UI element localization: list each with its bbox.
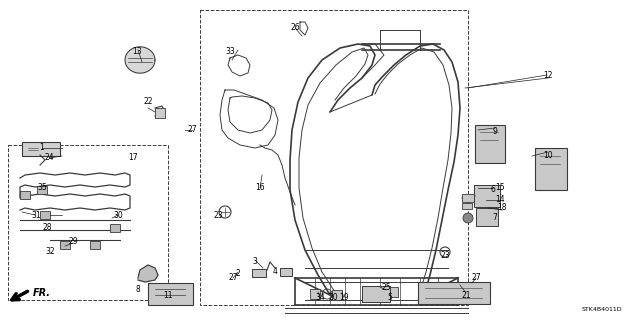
Text: 7: 7 bbox=[493, 213, 497, 222]
Bar bbox=[20, 191, 30, 199]
Bar bbox=[155, 108, 165, 118]
Text: 9: 9 bbox=[493, 127, 497, 137]
Bar bbox=[200, 10, 468, 305]
Bar bbox=[362, 286, 390, 302]
Text: FR.: FR. bbox=[33, 288, 51, 298]
Text: 24: 24 bbox=[44, 154, 54, 163]
Bar bbox=[148, 283, 193, 305]
Text: 5: 5 bbox=[388, 293, 392, 302]
Text: 31: 31 bbox=[31, 211, 41, 220]
Text: 2: 2 bbox=[236, 269, 241, 278]
Text: 6: 6 bbox=[491, 186, 495, 195]
Text: 26: 26 bbox=[290, 23, 300, 33]
Bar bbox=[462, 194, 474, 202]
Text: 27: 27 bbox=[187, 125, 197, 134]
Bar bbox=[110, 224, 120, 232]
Text: 3: 3 bbox=[253, 258, 257, 267]
Bar bbox=[8, 145, 168, 300]
Text: 29: 29 bbox=[68, 237, 78, 246]
Bar bbox=[332, 290, 342, 300]
Text: 35: 35 bbox=[37, 183, 47, 193]
Bar bbox=[390, 287, 398, 297]
Text: 28: 28 bbox=[42, 223, 52, 233]
Bar bbox=[474, 185, 500, 207]
Text: 30: 30 bbox=[113, 211, 123, 220]
Text: 19: 19 bbox=[339, 293, 349, 302]
Bar bbox=[310, 289, 320, 299]
Text: 21: 21 bbox=[461, 291, 471, 300]
Text: 13: 13 bbox=[132, 47, 142, 57]
Text: 25: 25 bbox=[381, 284, 391, 292]
Bar bbox=[90, 241, 100, 249]
Text: 32: 32 bbox=[45, 247, 55, 257]
Bar bbox=[252, 269, 266, 277]
Bar bbox=[476, 208, 498, 226]
Text: 27: 27 bbox=[471, 274, 481, 283]
Text: 23: 23 bbox=[213, 211, 223, 220]
Text: 15: 15 bbox=[495, 183, 505, 193]
Bar bbox=[418, 282, 490, 304]
Text: 10: 10 bbox=[543, 150, 553, 159]
Text: 11: 11 bbox=[163, 291, 173, 300]
Bar bbox=[462, 203, 472, 209]
Bar bbox=[22, 142, 60, 156]
Text: STK4B4011D: STK4B4011D bbox=[581, 307, 622, 312]
Text: 22: 22 bbox=[143, 98, 153, 107]
Polygon shape bbox=[138, 265, 158, 282]
Text: 20: 20 bbox=[328, 293, 338, 302]
Bar bbox=[60, 241, 70, 249]
Text: 8: 8 bbox=[136, 285, 140, 294]
Text: 1: 1 bbox=[40, 143, 44, 153]
Bar bbox=[535, 148, 567, 190]
Bar bbox=[37, 186, 47, 194]
Text: 16: 16 bbox=[255, 183, 265, 193]
Bar bbox=[40, 211, 50, 219]
Circle shape bbox=[463, 213, 473, 223]
Bar bbox=[475, 125, 505, 163]
Text: 33: 33 bbox=[225, 47, 235, 57]
Text: 17: 17 bbox=[128, 154, 138, 163]
Text: 27: 27 bbox=[228, 274, 238, 283]
Text: 23: 23 bbox=[440, 251, 450, 260]
Polygon shape bbox=[125, 47, 155, 73]
Text: 18: 18 bbox=[497, 204, 507, 212]
Text: 12: 12 bbox=[543, 70, 553, 79]
Bar bbox=[280, 268, 292, 276]
Text: 4: 4 bbox=[273, 268, 277, 276]
Text: 34: 34 bbox=[315, 293, 325, 302]
Text: 14: 14 bbox=[495, 196, 505, 204]
